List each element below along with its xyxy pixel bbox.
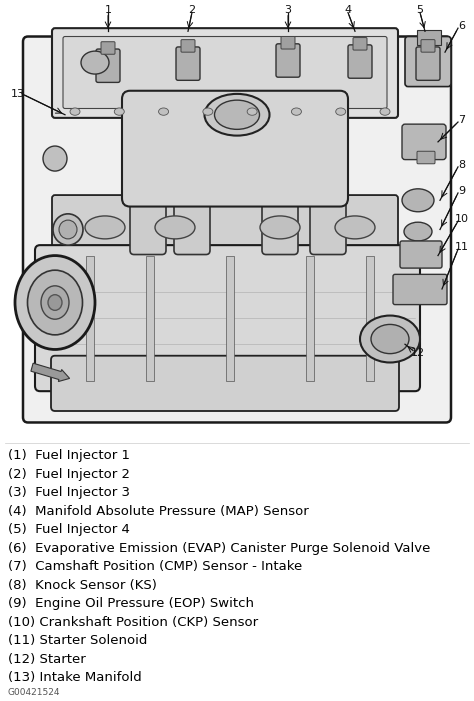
FancyBboxPatch shape	[281, 36, 295, 49]
Text: (13) Intake Manifold: (13) Intake Manifold	[8, 671, 142, 684]
Text: G00421524: G00421524	[8, 688, 61, 697]
Text: 4: 4	[345, 6, 352, 15]
Bar	[86, 256, 94, 381]
Ellipse shape	[155, 216, 195, 239]
FancyBboxPatch shape	[52, 28, 398, 118]
FancyBboxPatch shape	[402, 124, 446, 160]
Text: 2: 2	[189, 6, 196, 15]
Ellipse shape	[48, 294, 62, 311]
Text: (1)  Fuel Injector 1: (1) Fuel Injector 1	[8, 449, 130, 462]
Bar	[306, 256, 314, 381]
Text: 8: 8	[458, 160, 465, 170]
FancyBboxPatch shape	[35, 245, 420, 391]
Ellipse shape	[59, 220, 77, 239]
FancyBboxPatch shape	[393, 274, 447, 305]
Ellipse shape	[371, 325, 409, 353]
FancyBboxPatch shape	[348, 45, 372, 79]
Text: (6)  Evaporative Emission (EVAP) Canister Purge Solenoid Valve: (6) Evaporative Emission (EVAP) Canister…	[8, 542, 430, 554]
Text: 1: 1	[104, 6, 111, 15]
Text: (3)  Fuel Injector 3: (3) Fuel Injector 3	[8, 486, 130, 499]
Text: (11) Starter Solenoid: (11) Starter Solenoid	[8, 634, 147, 647]
FancyBboxPatch shape	[176, 47, 200, 81]
Ellipse shape	[43, 146, 67, 171]
FancyBboxPatch shape	[52, 195, 398, 259]
FancyArrow shape	[31, 363, 70, 381]
Text: 5: 5	[417, 6, 423, 15]
Text: (10) Crankshaft Position (CKP) Sensor: (10) Crankshaft Position (CKP) Sensor	[8, 615, 258, 629]
Bar	[146, 256, 154, 381]
FancyBboxPatch shape	[122, 90, 348, 207]
Ellipse shape	[215, 100, 259, 130]
FancyBboxPatch shape	[405, 36, 451, 87]
Ellipse shape	[53, 214, 83, 245]
Ellipse shape	[27, 270, 82, 335]
Ellipse shape	[404, 222, 432, 241]
Bar	[226, 256, 234, 381]
Ellipse shape	[15, 256, 95, 350]
Ellipse shape	[204, 94, 270, 135]
FancyBboxPatch shape	[63, 36, 387, 109]
Text: (12) Starter: (12) Starter	[8, 653, 86, 665]
FancyBboxPatch shape	[276, 43, 300, 77]
Text: 7: 7	[458, 115, 465, 125]
Ellipse shape	[41, 286, 69, 319]
Text: 6: 6	[458, 21, 465, 31]
FancyBboxPatch shape	[416, 47, 440, 81]
Text: (4)  Manifold Absolute Pressure (MAP) Sensor: (4) Manifold Absolute Pressure (MAP) Sen…	[8, 505, 309, 517]
Text: (9)  Engine Oil Pressure (EOP) Switch: (9) Engine Oil Pressure (EOP) Switch	[8, 597, 254, 610]
Ellipse shape	[335, 216, 375, 239]
FancyBboxPatch shape	[96, 49, 120, 83]
Text: 10: 10	[455, 214, 469, 224]
Ellipse shape	[292, 108, 301, 115]
FancyBboxPatch shape	[23, 36, 451, 423]
Ellipse shape	[203, 108, 213, 115]
Ellipse shape	[260, 216, 300, 239]
Text: 12: 12	[411, 348, 425, 358]
Ellipse shape	[114, 108, 124, 115]
Ellipse shape	[360, 315, 420, 362]
Text: 9: 9	[458, 186, 465, 196]
Text: 3: 3	[284, 6, 292, 15]
Bar	[366, 256, 374, 381]
FancyBboxPatch shape	[174, 178, 210, 254]
Ellipse shape	[247, 108, 257, 115]
Text: (7)  Camshaft Position (CMP) Sensor - Intake: (7) Camshaft Position (CMP) Sensor - Int…	[8, 560, 302, 573]
Ellipse shape	[336, 108, 346, 115]
FancyBboxPatch shape	[310, 178, 346, 254]
Text: 11: 11	[455, 243, 469, 252]
Ellipse shape	[402, 189, 434, 212]
FancyBboxPatch shape	[181, 40, 195, 52]
Ellipse shape	[81, 51, 109, 74]
FancyBboxPatch shape	[262, 178, 298, 254]
FancyBboxPatch shape	[130, 178, 166, 254]
Ellipse shape	[85, 216, 125, 239]
FancyBboxPatch shape	[417, 30, 441, 45]
Text: 13: 13	[11, 89, 25, 99]
Ellipse shape	[159, 108, 169, 115]
Ellipse shape	[380, 108, 390, 115]
Text: (2)  Fuel Injector 2: (2) Fuel Injector 2	[8, 468, 130, 481]
Text: (8)  Knock Sensor (KS): (8) Knock Sensor (KS)	[8, 578, 157, 592]
FancyBboxPatch shape	[400, 241, 442, 268]
Ellipse shape	[70, 108, 80, 115]
FancyBboxPatch shape	[353, 38, 367, 50]
FancyBboxPatch shape	[421, 40, 435, 52]
Text: (5)  Fuel Injector 4: (5) Fuel Injector 4	[8, 523, 130, 536]
FancyBboxPatch shape	[101, 42, 115, 54]
FancyBboxPatch shape	[51, 355, 399, 411]
FancyBboxPatch shape	[417, 151, 435, 164]
